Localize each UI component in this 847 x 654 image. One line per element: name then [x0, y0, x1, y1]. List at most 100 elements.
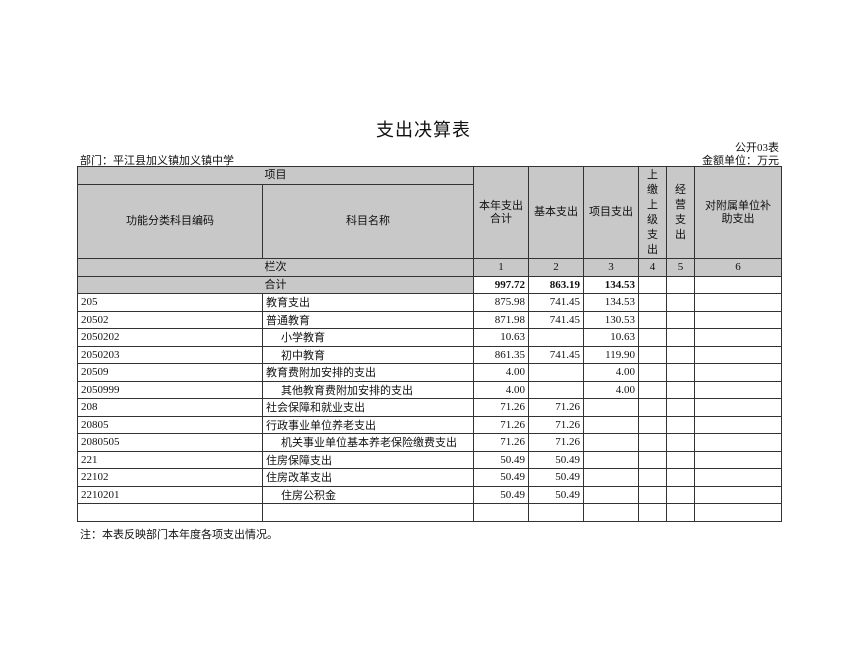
amount-cell: 71.26 — [528, 398, 584, 417]
header-subsidy: 对附属单位补助支出 — [694, 166, 782, 259]
amount-cell: 4.00 — [583, 380, 639, 399]
seq-cell: 2 — [528, 258, 584, 277]
amount-cell: 50.49 — [473, 468, 529, 487]
amount-cell — [638, 415, 667, 434]
amount-cell — [638, 380, 667, 399]
amount-cell — [583, 485, 639, 504]
amount-cell — [666, 380, 695, 399]
seq-label: 栏次 — [77, 258, 474, 277]
amount-cell — [694, 345, 782, 364]
amount-cell — [694, 485, 782, 504]
amount-cell — [666, 468, 695, 487]
amount-cell — [583, 503, 639, 522]
amount-cell — [666, 415, 695, 434]
amount-cell: 50.49 — [528, 468, 584, 487]
subject-code: 205 — [77, 293, 263, 312]
amount-cell — [666, 433, 695, 452]
table-row: 2050203 初中教育 861.35 741.45 119.90 — [77, 345, 782, 364]
expenditure-table: 项目 本年支出合计 基本支出 项目支出 上缴上级支出 经营支出 对附属单位补助支… — [77, 166, 782, 522]
subject-name: 初中教育 — [262, 345, 474, 364]
subject-name: 行政事业单位养老支出 — [262, 415, 474, 434]
amount-cell: 50.49 — [473, 450, 529, 469]
amount-cell — [638, 310, 667, 329]
header-name: 科目名称 — [262, 184, 474, 259]
amount-cell — [694, 433, 782, 452]
amount-cell — [694, 328, 782, 347]
amount-cell: 861.35 — [473, 345, 529, 364]
seq-cell: 1 — [473, 258, 529, 277]
subject-code: 2050202 — [77, 328, 263, 347]
header-code: 功能分类科目编码 — [77, 184, 263, 259]
amount-cell — [638, 503, 667, 522]
amount-cell — [473, 503, 529, 522]
seq-cell: 4 — [638, 258, 667, 277]
seq-cell: 3 — [583, 258, 639, 277]
amount-cell — [666, 328, 695, 347]
amount-cell — [638, 293, 667, 312]
amount-cell — [583, 433, 639, 452]
amount-cell: 71.26 — [473, 433, 529, 452]
amount-cell — [694, 503, 782, 522]
subject-code: 221 — [77, 450, 263, 469]
amount-cell: 10.63 — [583, 328, 639, 347]
amount-cell — [694, 293, 782, 312]
seq-cell: 5 — [666, 258, 695, 277]
subject-code: 2080505 — [77, 433, 263, 452]
amount-unit-label: 金额单位：万元 — [702, 155, 779, 167]
subject-name — [262, 503, 474, 522]
sum-cell — [638, 276, 667, 294]
amount-cell: 741.45 — [528, 310, 584, 329]
subject-code: 2210201 — [77, 485, 263, 504]
amount-cell — [583, 468, 639, 487]
subject-code: 2050999 — [77, 380, 263, 399]
subject-code — [77, 503, 263, 522]
subject-name: 住房保障支出 — [262, 450, 474, 469]
sum-cell — [694, 276, 782, 294]
amount-cell — [638, 450, 667, 469]
amount-cell — [694, 363, 782, 382]
subject-name: 住房公积金 — [262, 485, 474, 504]
header-basic: 基本支出 — [528, 166, 584, 259]
amount-cell: 10.63 — [473, 328, 529, 347]
table-row: 2050202 小学教育 10.63 10.63 — [77, 328, 782, 347]
amount-cell — [666, 450, 695, 469]
amount-cell — [638, 345, 667, 364]
amount-cell — [666, 310, 695, 329]
subject-code: 20805 — [77, 415, 263, 434]
amount-cell — [694, 380, 782, 399]
table-row: 208 社会保障和就业支出 71.26 71.26 — [77, 398, 782, 417]
subject-name: 机关事业单位基本养老保险缴费支出 — [262, 433, 474, 452]
form-number: 公开03表 — [735, 142, 779, 154]
table-row: 20805 行政事业单位养老支出 71.26 71.26 — [77, 415, 782, 434]
amount-cell — [638, 398, 667, 417]
amount-cell — [583, 398, 639, 417]
amount-cell — [666, 503, 695, 522]
amount-cell: 871.98 — [473, 310, 529, 329]
table-row: 2210201 住房公积金 50.49 50.49 — [77, 485, 782, 504]
amount-cell — [528, 380, 584, 399]
amount-cell: 4.00 — [473, 363, 529, 382]
table-row: 20509 教育费附加安排的支出 4.00 4.00 — [77, 363, 782, 382]
amount-cell — [638, 363, 667, 382]
amount-cell: 71.26 — [473, 398, 529, 417]
page-title: 支出决算表 — [376, 120, 471, 140]
header-upper: 上缴上级支出 — [638, 166, 667, 259]
seq-cell: 6 — [694, 258, 782, 277]
table-row: 2050999 其他教育费附加安排的支出 4.00 4.00 — [77, 380, 782, 399]
amount-cell: 50.49 — [528, 485, 584, 504]
amount-cell: 50.49 — [528, 450, 584, 469]
amount-cell: 71.26 — [528, 433, 584, 452]
amount-cell: 741.45 — [528, 345, 584, 364]
amount-cell — [666, 293, 695, 312]
amount-cell — [694, 398, 782, 417]
amount-cell — [638, 328, 667, 347]
amount-cell — [583, 450, 639, 469]
subject-code: 20502 — [77, 310, 263, 329]
amount-cell — [583, 415, 639, 434]
sum-cell: 134.53 — [583, 276, 639, 294]
amount-cell — [694, 415, 782, 434]
amount-cell — [528, 363, 584, 382]
amount-cell — [638, 485, 667, 504]
amount-cell — [528, 328, 584, 347]
amount-cell — [528, 503, 584, 522]
